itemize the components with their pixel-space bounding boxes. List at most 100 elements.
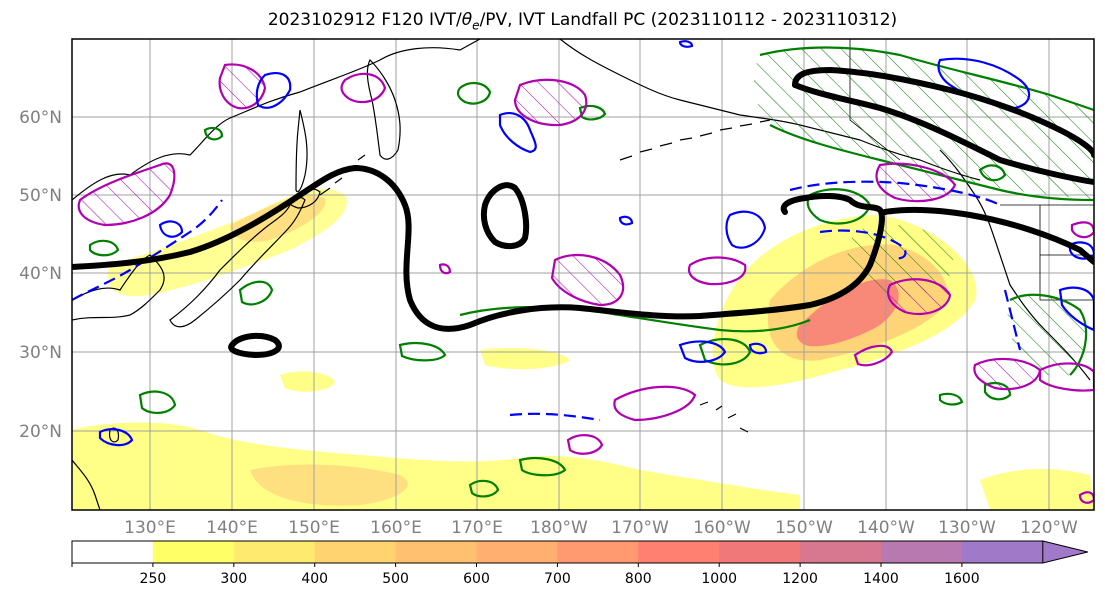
blue-contour-tiny-2 bbox=[748, 342, 768, 355]
hatch-magenta-sw-us bbox=[974, 358, 1040, 390]
title-suffix: /PV, IVT Landfall PC (2023110112 - 20231… bbox=[479, 10, 898, 30]
colorbar-segment bbox=[395, 541, 477, 563]
lon-label-140e: 140°E bbox=[206, 518, 258, 538]
title-prefix: 2023102912 F120 IVT/ bbox=[267, 10, 462, 30]
green-contour-tropic-1 bbox=[138, 390, 177, 414]
colorbar-segment bbox=[961, 541, 1044, 563]
blue-contour-tiny-1 bbox=[618, 215, 634, 226]
green-contour-coast-1 bbox=[978, 164, 1007, 182]
magenta-contour-coast bbox=[887, 278, 952, 316]
lon-label-160w: 160°W bbox=[693, 518, 751, 538]
colorbar-tick-label: 250 bbox=[140, 571, 167, 587]
blue-contour-kamchatka bbox=[255, 72, 292, 109]
blue-contour-top bbox=[678, 40, 694, 48]
magenta-contour-bottom bbox=[1078, 491, 1094, 504]
ivt-shade-tropics-core bbox=[250, 464, 408, 506]
magenta-contour-south-1 bbox=[853, 344, 894, 367]
blue-contour-bering bbox=[498, 112, 537, 154]
magenta-contour-kamchatka bbox=[218, 63, 267, 110]
pc-line-loop-central bbox=[480, 182, 530, 250]
lat-label-20n: 20°N bbox=[19, 422, 62, 442]
magenta-contour-tiny bbox=[438, 263, 452, 275]
blue-contour-east-dashed bbox=[819, 229, 907, 260]
coast-kamchatka bbox=[366, 58, 401, 160]
colorbar-segment bbox=[719, 541, 801, 563]
blue-contour-tropic-west bbox=[98, 428, 134, 447]
green-contour-mid-east bbox=[938, 392, 964, 406]
colorbar: 250 300 400 500 600 700 800 1000 1200 1400 1600 bbox=[71, 540, 1088, 587]
colorbar-segment bbox=[314, 541, 397, 563]
magenta-contour-gulf bbox=[875, 162, 957, 203]
green-contour-small-2 bbox=[578, 104, 607, 121]
lat-label-40n: 40°N bbox=[19, 264, 62, 284]
ivt-shade-mid bbox=[480, 348, 570, 370]
chart-title: 2023102912 F120 IVT/θe/PV, IVT Landfall … bbox=[0, 10, 1105, 32]
green-contour-subtropic bbox=[398, 341, 447, 362]
ivt-shade-subtropic bbox=[280, 371, 335, 392]
colorbar-segment bbox=[557, 541, 639, 563]
colorbar-tick-label: 700 bbox=[544, 571, 571, 587]
coast-philippines bbox=[72, 459, 101, 510]
magenta-contour-north bbox=[340, 72, 387, 104]
blue-contour-gulf-dashed bbox=[789, 180, 1001, 206]
pc-line-north-lower bbox=[792, 82, 1094, 185]
map-content bbox=[72, 39, 1094, 510]
colorbar-tick-label: 1400 bbox=[863, 571, 899, 587]
green-contour-coast-2 bbox=[1009, 293, 1088, 376]
lon-label-170e: 170°E bbox=[451, 518, 503, 538]
colorbar-tick-label: 400 bbox=[301, 571, 328, 587]
lat-label-30n: 30°N bbox=[19, 343, 62, 363]
hatch-green-us-coast bbox=[1007, 294, 1087, 377]
colorbar-extend-arrow bbox=[1042, 540, 1088, 564]
colorbar-segment bbox=[72, 541, 154, 563]
blue-contour-east-pac bbox=[725, 210, 767, 249]
lat-label-60n: 60°N bbox=[19, 108, 62, 128]
magenta-contour-south-2 bbox=[613, 385, 697, 422]
green-contour-west-1 bbox=[203, 126, 224, 141]
lon-label-170w: 170°W bbox=[611, 518, 669, 538]
pc-line-loop-west bbox=[228, 332, 282, 359]
coast-japan bbox=[169, 196, 306, 328]
green-contour-west-asia bbox=[88, 239, 120, 257]
blue-contour-far-ne bbox=[1058, 286, 1094, 332]
lon-label-150w: 150°W bbox=[775, 518, 833, 538]
green-contour-tropic-3 bbox=[518, 456, 567, 477]
pc-line-main bbox=[72, 164, 885, 332]
hatch-magenta-bering bbox=[515, 79, 587, 126]
colorbar-tick-label: 1000 bbox=[701, 571, 737, 587]
lon-label-120w: 120°W bbox=[1020, 518, 1078, 538]
lon-label-130e: 130°E bbox=[124, 518, 176, 538]
colorbar-tick-label: 800 bbox=[625, 571, 652, 587]
ivt-shade-tropics bbox=[72, 422, 800, 510]
green-contour-east-pac bbox=[806, 188, 872, 225]
green-contour-west-2 bbox=[238, 280, 274, 306]
lon-label-180w: 180°W bbox=[530, 518, 588, 538]
lon-label-140w: 140°W bbox=[857, 518, 915, 538]
colorbar-segment bbox=[152, 541, 235, 563]
colorbar-segment bbox=[233, 541, 316, 563]
ivt-shade-southeast bbox=[980, 468, 1094, 510]
colorbar-segment bbox=[881, 541, 963, 563]
colorbar-tick-label: 1200 bbox=[782, 571, 818, 587]
title-theta-subscript: e bbox=[472, 18, 480, 33]
ivt-landfall-pc-line bbox=[72, 66, 1094, 359]
green-contour-coast-3 bbox=[983, 381, 1012, 401]
colorbar-segment bbox=[800, 541, 882, 563]
theta-e-contours bbox=[88, 46, 1094, 498]
lat-label-50n: 50°N bbox=[19, 186, 62, 206]
hatch-magenta-kamchatka bbox=[219, 64, 265, 109]
magenta-contour-central bbox=[550, 253, 625, 307]
title-theta: θ bbox=[461, 10, 473, 30]
hatch-magenta-central bbox=[552, 255, 624, 305]
blue-contour-southeast bbox=[678, 340, 727, 363]
coast-sakhalin bbox=[295, 109, 308, 193]
coastlines bbox=[72, 39, 1091, 510]
green-contour-gulf-south bbox=[769, 124, 1094, 202]
blue-contour-west-solid bbox=[158, 220, 184, 238]
map-border bbox=[71, 38, 1095, 511]
ivt-shade-east-ar-core bbox=[796, 279, 899, 347]
green-contour-central bbox=[459, 306, 811, 333]
magenta-contour-far-east bbox=[1038, 362, 1094, 392]
colorbar-tick-label: 500 bbox=[382, 571, 409, 587]
